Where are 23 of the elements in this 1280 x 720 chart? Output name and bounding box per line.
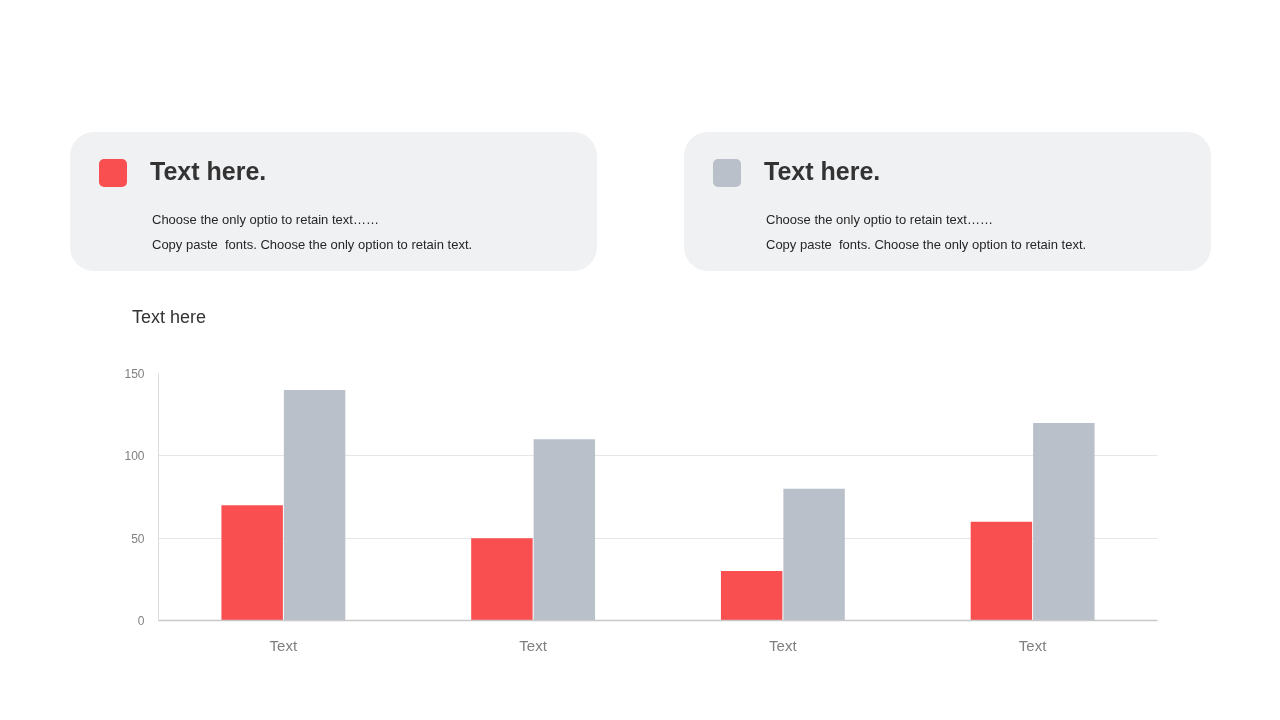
bar xyxy=(720,571,783,621)
x-tick-label: Text xyxy=(1018,636,1048,654)
y-tick-label: 0 xyxy=(137,614,145,628)
bar xyxy=(783,488,845,621)
x-tick-label: Text xyxy=(769,636,798,654)
bar xyxy=(283,389,346,621)
text: Copy paste fonts. Choose the only option to retain text. xyxy=(766,237,1087,253)
text: Copy paste fonts. Choose the only option to retain text. xyxy=(152,237,473,253)
bar xyxy=(533,439,596,621)
x-tick-label: Text xyxy=(269,636,298,654)
chart-title: Text here xyxy=(132,306,207,328)
y-tick-label: 50 xyxy=(131,531,145,546)
x-tick-label: Text xyxy=(519,636,548,654)
legend-label: Text here. xyxy=(764,156,881,186)
bar xyxy=(221,505,283,621)
bar xyxy=(1033,422,1095,621)
text: Choose the only optio to retain text…… xyxy=(766,212,993,228)
bar xyxy=(970,521,1033,621)
y-tick-label: 100 xyxy=(124,449,145,464)
bar xyxy=(471,538,533,621)
legend-label: Text here. xyxy=(150,156,267,186)
y-tick-label: 150 xyxy=(124,367,145,381)
text: Choose the only optio to retain text…… xyxy=(152,212,379,228)
